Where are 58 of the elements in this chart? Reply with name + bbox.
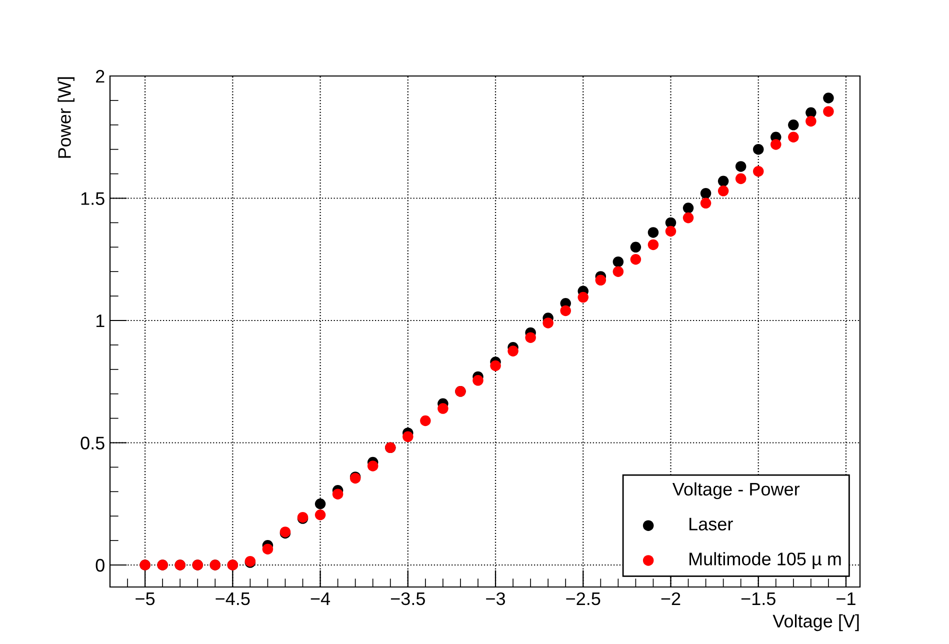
point [490,360,501,372]
point [630,254,642,265]
y-tick-label: 0.5 [80,436,104,450]
point [718,176,729,187]
point [332,488,344,500]
point [788,132,799,143]
point [560,305,571,316]
legend-title: Voltage - Power [672,482,800,500]
y-tick-label: 1 [96,314,104,328]
point [700,198,712,209]
point [612,256,624,268]
y-tick-label: 0 [96,558,104,572]
x-tick-label: −4 [310,592,330,605]
point [402,431,414,442]
x-tick-label: −1.5 [741,592,776,606]
x-tick-label: −5 [136,592,155,606]
point [682,202,694,214]
x-tick-label: −2.5 [566,592,600,606]
point [682,212,694,224]
legend-label: Multimode 105 µ m [690,552,841,569]
point [630,242,642,253]
y-tick-label: 2 [96,70,104,83]
point [578,292,589,303]
point [735,173,746,184]
point [665,226,676,237]
point [823,92,834,104]
point [806,116,816,127]
point [700,188,712,199]
x-tick-label: −3 [486,592,506,606]
point [648,227,659,238]
point [525,332,536,343]
x-tick-label: −1 [836,592,856,605]
point [314,498,326,510]
x-tick-label: −4.5 [216,592,250,606]
point [788,120,799,130]
y-tick-label: 1.5 [81,192,104,205]
point [752,144,764,155]
y-axis-title: Power [W] [58,77,74,158]
point [508,346,518,356]
point [735,161,746,172]
point [438,403,448,414]
point [472,375,484,386]
point [262,544,274,554]
point [752,166,764,177]
legend-label: Laser [690,518,733,530]
point [770,139,782,150]
point [718,186,729,196]
point [823,106,834,117]
point [612,266,624,277]
point [542,318,554,328]
x-tick-label: −2 [661,592,680,605]
point [420,415,431,426]
x-axis-title: Voltage [V] [772,614,859,632]
x-tick-label: −3.5 [390,592,425,606]
point [648,239,659,250]
point [595,274,606,286]
point [314,509,326,520]
point [367,460,378,472]
